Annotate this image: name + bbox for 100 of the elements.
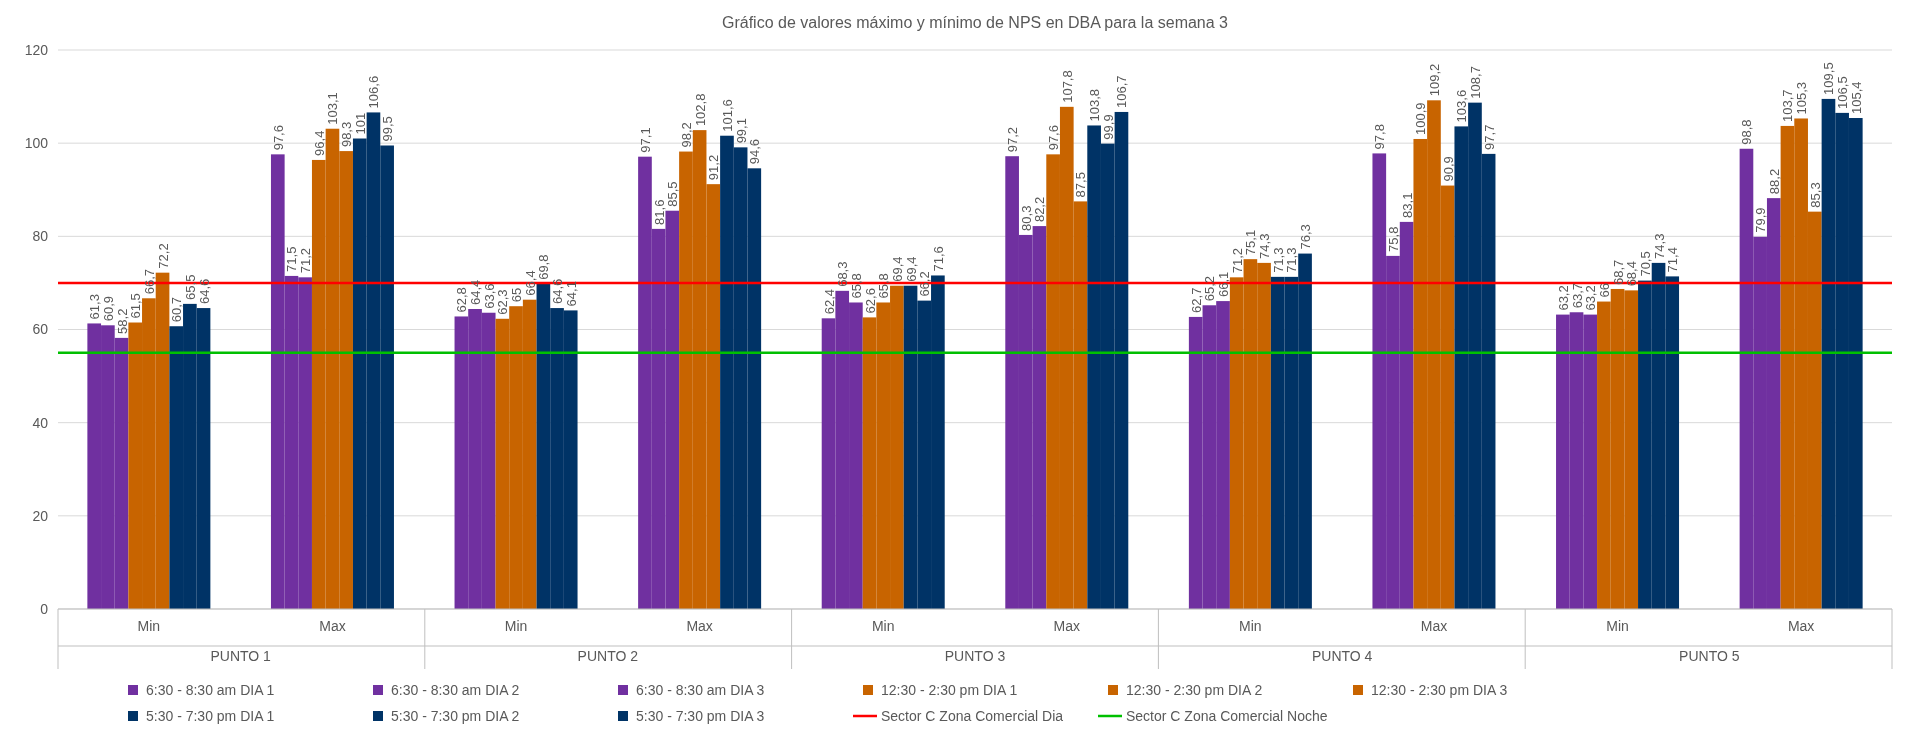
data-label: 99,5 [380,116,396,142]
text: PUNTO 3 [944,648,1006,664]
data-label: 62,8 [454,287,470,313]
data-label: 88,2 [1766,168,1782,195]
data-label: 62,7 [1188,287,1204,313]
data-label: 74,3 [1651,233,1667,259]
data-label: 75,1 [1243,229,1259,256]
data-label: 63,7 [1569,282,1585,309]
data-label: 105,4 [1848,81,1864,115]
data-label: 101,6 [719,99,735,132]
y-tick-label: 60 [32,321,49,338]
data-label: 71,2 [1229,248,1245,274]
data-label: 97,7 [1481,124,1497,150]
data-label: 103,1 [325,92,341,125]
data-label: 101 [352,112,368,135]
data-label: 87,5 [1073,172,1089,198]
data-label: 63,2 [1583,285,1599,311]
y-tick-label: 40 [32,414,49,431]
data-label: 70,5 [1637,251,1653,277]
data-label: 98,2 [678,122,694,148]
y-tick-label: 0 [40,600,49,617]
data-label: 71,5 [284,246,300,272]
data-label: 65,5 [182,274,198,300]
data-label: 66 [1596,283,1612,298]
data-label: 68,3 [835,261,851,287]
x-tick-label: Min [871,618,895,634]
chart-title: Gráfico de valores máximo y mínimo de NPS en DBA para la semana 3 [722,14,1229,31]
data-label: 103,8 [1087,88,1103,122]
data-label: 102,8 [692,93,708,127]
data-label: 83,1 [1399,192,1415,218]
data-label: 97,2 [1005,126,1021,153]
legend-label: Sector C Zona Comercial Dia [881,708,1064,725]
data-label: 64,1 [563,281,579,307]
x-tick-label: Max [1420,618,1448,634]
data-label: 69,8 [536,254,552,280]
legend-label: 5:30 - 7:30 pm DIA 3 [636,708,765,725]
data-label: 66,4 [522,270,538,296]
data-label: 65,8 [876,273,892,299]
y-tick-label: 80 [32,228,49,245]
data-label: 94,6 [747,139,763,165]
data-label: 91,2 [706,154,722,181]
data-label: 75,8 [1385,226,1401,252]
text: PUNTO 5 [1679,648,1740,664]
legend-label: Sector C Zona Comercial Noche [1126,708,1328,725]
legend-label: 12:30 - 2:30 pm DIA 1 [881,682,1018,699]
legend-label: 12:30 - 2:30 pm DIA 2 [1126,682,1263,699]
data-label: 85,5 [665,181,681,207]
data-label: 66,2 [917,271,933,297]
x-tick-label: Min [1239,618,1262,634]
data-label: 60,7 [169,296,185,323]
data-label: 109,5 [1821,62,1837,95]
data-label: 99,9 [1100,114,1116,140]
legend-label: 5:30 - 7:30 pm DIA 1 [146,708,275,725]
data-label: 96,4 [311,130,327,156]
data-label: 98,3 [339,121,355,148]
data-label: 65,2 [1202,275,1218,302]
legend-label: 12:30 - 2:30 pm DIA 3 [1371,682,1508,699]
data-label: 85,3 [1807,182,1823,208]
data-label: 106,7 [1114,75,1130,108]
x-tick-label: Max [1787,618,1815,634]
data-label: 105,3 [1794,81,1810,115]
data-label: 76,3 [1298,224,1314,250]
data-label: 71,2 [298,248,314,274]
data-label: 108,7 [1467,66,1483,99]
y-tick-label: 100 [24,135,49,152]
legend-label: 6:30 - 8:30 am DIA 2 [391,682,520,699]
data-label: 71,3 [1284,247,1300,273]
data-label: 66,1 [1216,271,1232,298]
text: PUNTO 1 [210,648,272,664]
data-label: 71,4 [1665,247,1681,273]
data-label: 99,1 [733,118,749,144]
y-tick-label: 20 [32,507,49,524]
y-tick-label: 120 [24,41,49,58]
data-label: 79,9 [1753,207,1769,233]
data-label: 58,2 [114,308,130,334]
data-label: 80,3 [1018,205,1034,231]
data-label: 98,8 [1739,119,1755,145]
data-label: 103,7 [1780,89,1796,122]
data-label: 63,2 [1555,285,1571,311]
legend-label: 6:30 - 8:30 am DIA 3 [636,682,765,699]
data-label: 97,1 [637,127,653,153]
data-label: 100,9 [1413,102,1429,135]
data-label: 109,2 [1426,63,1442,97]
data-label: 71,6 [930,246,946,272]
data-label: 62,6 [862,288,878,314]
data-label: 62,4 [821,289,837,315]
data-label: 61,3 [87,294,103,320]
data-label: 97,6 [270,125,286,151]
legend-label: 5:30 - 7:30 pm DIA 2 [391,708,520,725]
legend-label: 6:30 - 8:30 am DIA 1 [146,682,275,699]
data-label: 63,6 [481,283,497,309]
data-label: 69,4 [889,256,905,282]
text: PUNTO 4 [1311,648,1373,664]
x-tick-label: Max [686,618,713,634]
data-label: 66,7 [141,268,157,295]
data-label: 65 [509,287,525,303]
data-label: 68,7 [1610,259,1626,285]
x-tick-label: Max [1053,618,1081,634]
data-label: 68,4 [1624,261,1640,287]
data-label: 65,8 [848,273,864,299]
